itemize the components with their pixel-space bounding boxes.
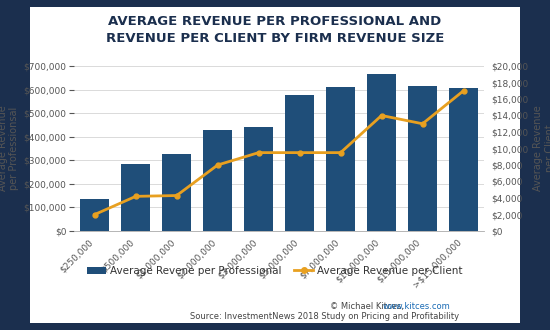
Bar <box>367 74 397 231</box>
Bar <box>121 164 151 231</box>
Legend: Average Revene per Professional, Average Revenue per Client: Average Revene per Professional, Average… <box>83 262 467 280</box>
Y-axis label: Average Revenue
per Professionsal: Average Revenue per Professionsal <box>0 106 19 191</box>
Bar <box>244 127 273 231</box>
Bar <box>408 86 437 231</box>
Y-axis label: Average Revenue
per Client: Average Revenue per Client <box>533 106 550 191</box>
Bar <box>80 199 109 231</box>
Bar <box>326 87 355 231</box>
Text: Source: InvestmentNews 2018 Study on Pricing and Profitability: Source: InvestmentNews 2018 Study on Pri… <box>190 312 459 321</box>
Bar <box>285 95 315 231</box>
Text: AVERAGE REVENUE PER PROFESSIONAL AND
REVENUE PER CLIENT BY FIRM REVENUE SIZE: AVERAGE REVENUE PER PROFESSIONAL AND REV… <box>106 15 444 45</box>
Text: © Michael Kitces,: © Michael Kitces, <box>330 302 404 311</box>
Bar <box>162 154 191 231</box>
Bar <box>449 88 478 231</box>
Bar <box>203 130 233 231</box>
Text: www.kitces.com: www.kitces.com <box>382 302 450 311</box>
